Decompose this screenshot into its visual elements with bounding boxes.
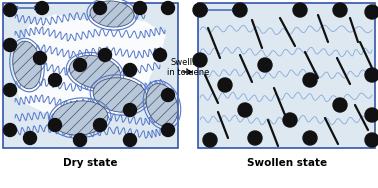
- Circle shape: [365, 108, 378, 122]
- Text: d' > d: d' > d: [200, 0, 225, 2]
- Text: Swelling
in toluene: Swelling in toluene: [167, 58, 209, 77]
- Circle shape: [93, 2, 107, 14]
- Circle shape: [3, 39, 17, 52]
- Circle shape: [34, 52, 46, 64]
- Circle shape: [124, 64, 136, 77]
- Circle shape: [99, 49, 112, 61]
- Circle shape: [161, 89, 175, 102]
- Ellipse shape: [146, 84, 178, 127]
- Circle shape: [73, 58, 87, 71]
- Circle shape: [303, 131, 317, 145]
- Circle shape: [283, 113, 297, 127]
- Circle shape: [153, 49, 166, 61]
- Circle shape: [193, 53, 207, 67]
- Bar: [198, 3, 375, 148]
- Circle shape: [3, 124, 17, 136]
- Ellipse shape: [90, 1, 134, 27]
- Circle shape: [238, 103, 252, 117]
- Circle shape: [36, 2, 48, 14]
- Circle shape: [93, 118, 107, 131]
- Circle shape: [365, 68, 378, 82]
- Circle shape: [333, 98, 347, 112]
- Circle shape: [161, 2, 175, 14]
- Circle shape: [48, 118, 62, 131]
- Circle shape: [73, 133, 87, 146]
- Circle shape: [193, 3, 207, 17]
- Circle shape: [203, 133, 217, 147]
- Circle shape: [161, 124, 175, 136]
- Circle shape: [248, 131, 262, 145]
- Circle shape: [293, 3, 307, 17]
- Circle shape: [303, 73, 317, 87]
- Circle shape: [258, 58, 272, 72]
- Circle shape: [3, 4, 17, 17]
- Circle shape: [333, 3, 347, 17]
- Circle shape: [365, 5, 378, 19]
- Ellipse shape: [13, 41, 41, 89]
- Circle shape: [124, 104, 136, 117]
- Text: d: d: [23, 0, 29, 2]
- Circle shape: [233, 3, 247, 17]
- Bar: [3, 3, 178, 148]
- Text: Dry state: Dry state: [63, 158, 117, 168]
- Circle shape: [23, 131, 37, 145]
- Circle shape: [3, 83, 17, 96]
- Ellipse shape: [93, 78, 147, 112]
- Ellipse shape: [69, 55, 121, 89]
- Circle shape: [365, 133, 378, 147]
- Circle shape: [133, 2, 147, 14]
- Circle shape: [218, 78, 232, 92]
- Text: Swollen state: Swollen state: [247, 158, 327, 168]
- Circle shape: [124, 133, 136, 146]
- Polygon shape: [15, 15, 165, 122]
- Circle shape: [48, 74, 62, 86]
- Ellipse shape: [52, 101, 108, 135]
